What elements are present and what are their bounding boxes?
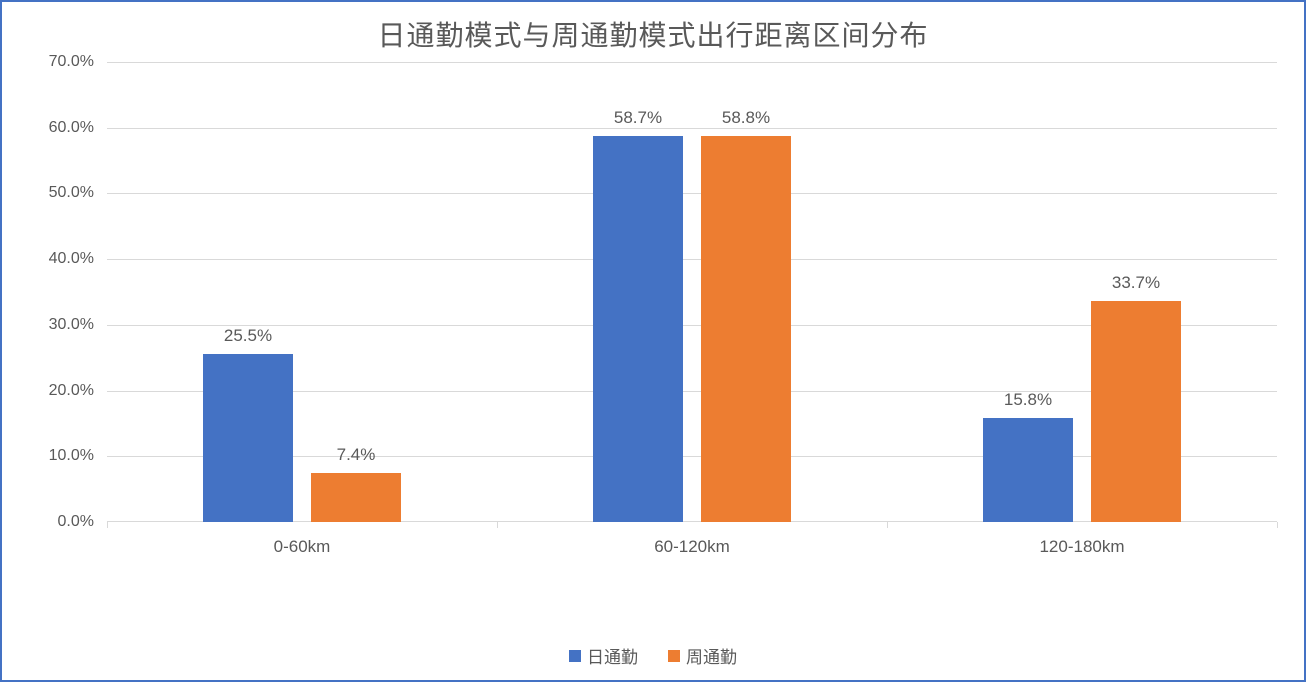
y-tick-label: 60.0% bbox=[49, 119, 94, 137]
x-tick bbox=[887, 522, 888, 528]
legend-item: 日通勤 bbox=[569, 643, 638, 668]
bar-value-label: 58.7% bbox=[614, 108, 662, 128]
bar: 58.7% bbox=[593, 136, 683, 522]
bar-value-label: 58.8% bbox=[722, 108, 770, 128]
x-category-label: 120-180km bbox=[1039, 537, 1124, 557]
bar: 33.7% bbox=[1091, 301, 1181, 522]
bar: 25.5% bbox=[203, 354, 293, 522]
y-tick-label: 40.0% bbox=[49, 250, 94, 268]
bar: 7.4% bbox=[311, 473, 401, 522]
x-tick bbox=[107, 522, 108, 528]
y-tick-label: 70.0% bbox=[49, 53, 94, 71]
legend-label: 周通勤 bbox=[686, 643, 737, 668]
bar-value-label: 7.4% bbox=[337, 445, 376, 465]
x-category-label: 0-60km bbox=[274, 537, 331, 557]
y-tick-label: 50.0% bbox=[49, 184, 94, 202]
legend-label: 日通勤 bbox=[587, 643, 638, 668]
bar: 15.8% bbox=[983, 418, 1073, 522]
bar-value-label: 33.7% bbox=[1112, 273, 1160, 293]
legend-item: 周通勤 bbox=[668, 643, 737, 668]
y-tick-label: 0.0% bbox=[58, 513, 94, 531]
bar: 58.8% bbox=[701, 136, 791, 522]
x-tick bbox=[1277, 522, 1278, 528]
x-axis-labels: 0-60km 60-120km 120-180km bbox=[107, 537, 1277, 567]
x-category-label: 60-120km bbox=[654, 537, 730, 557]
plot-area: 0.0%10.0%20.0%30.0%40.0%50.0%60.0%70.0% … bbox=[32, 62, 1282, 562]
y-axis: 0.0%10.0%20.0%30.0%40.0%50.0%60.0%70.0% bbox=[32, 62, 102, 522]
y-tick-label: 20.0% bbox=[49, 382, 94, 400]
bar-value-label: 25.5% bbox=[224, 326, 272, 346]
bar-value-label: 15.8% bbox=[1004, 390, 1052, 410]
bars-area: 25.5%7.4%58.7%58.8%15.8%33.7% bbox=[107, 62, 1277, 522]
x-tick bbox=[497, 522, 498, 528]
legend: 日通勤 周通勤 bbox=[569, 643, 737, 668]
chart-title: 日通勤模式与周通勤模式出行距离区间分布 bbox=[22, 14, 1284, 54]
chart-container: 日通勤模式与周通勤模式出行距离区间分布 0.0% 10.0% 20.0% 30.0% 4… bbox=[0, 0, 1306, 682]
y-tick-label: 10.0% bbox=[49, 447, 94, 465]
legend-swatch bbox=[668, 650, 680, 662]
y-tick-label: 30.0% bbox=[49, 316, 94, 334]
legend-swatch bbox=[569, 650, 581, 662]
